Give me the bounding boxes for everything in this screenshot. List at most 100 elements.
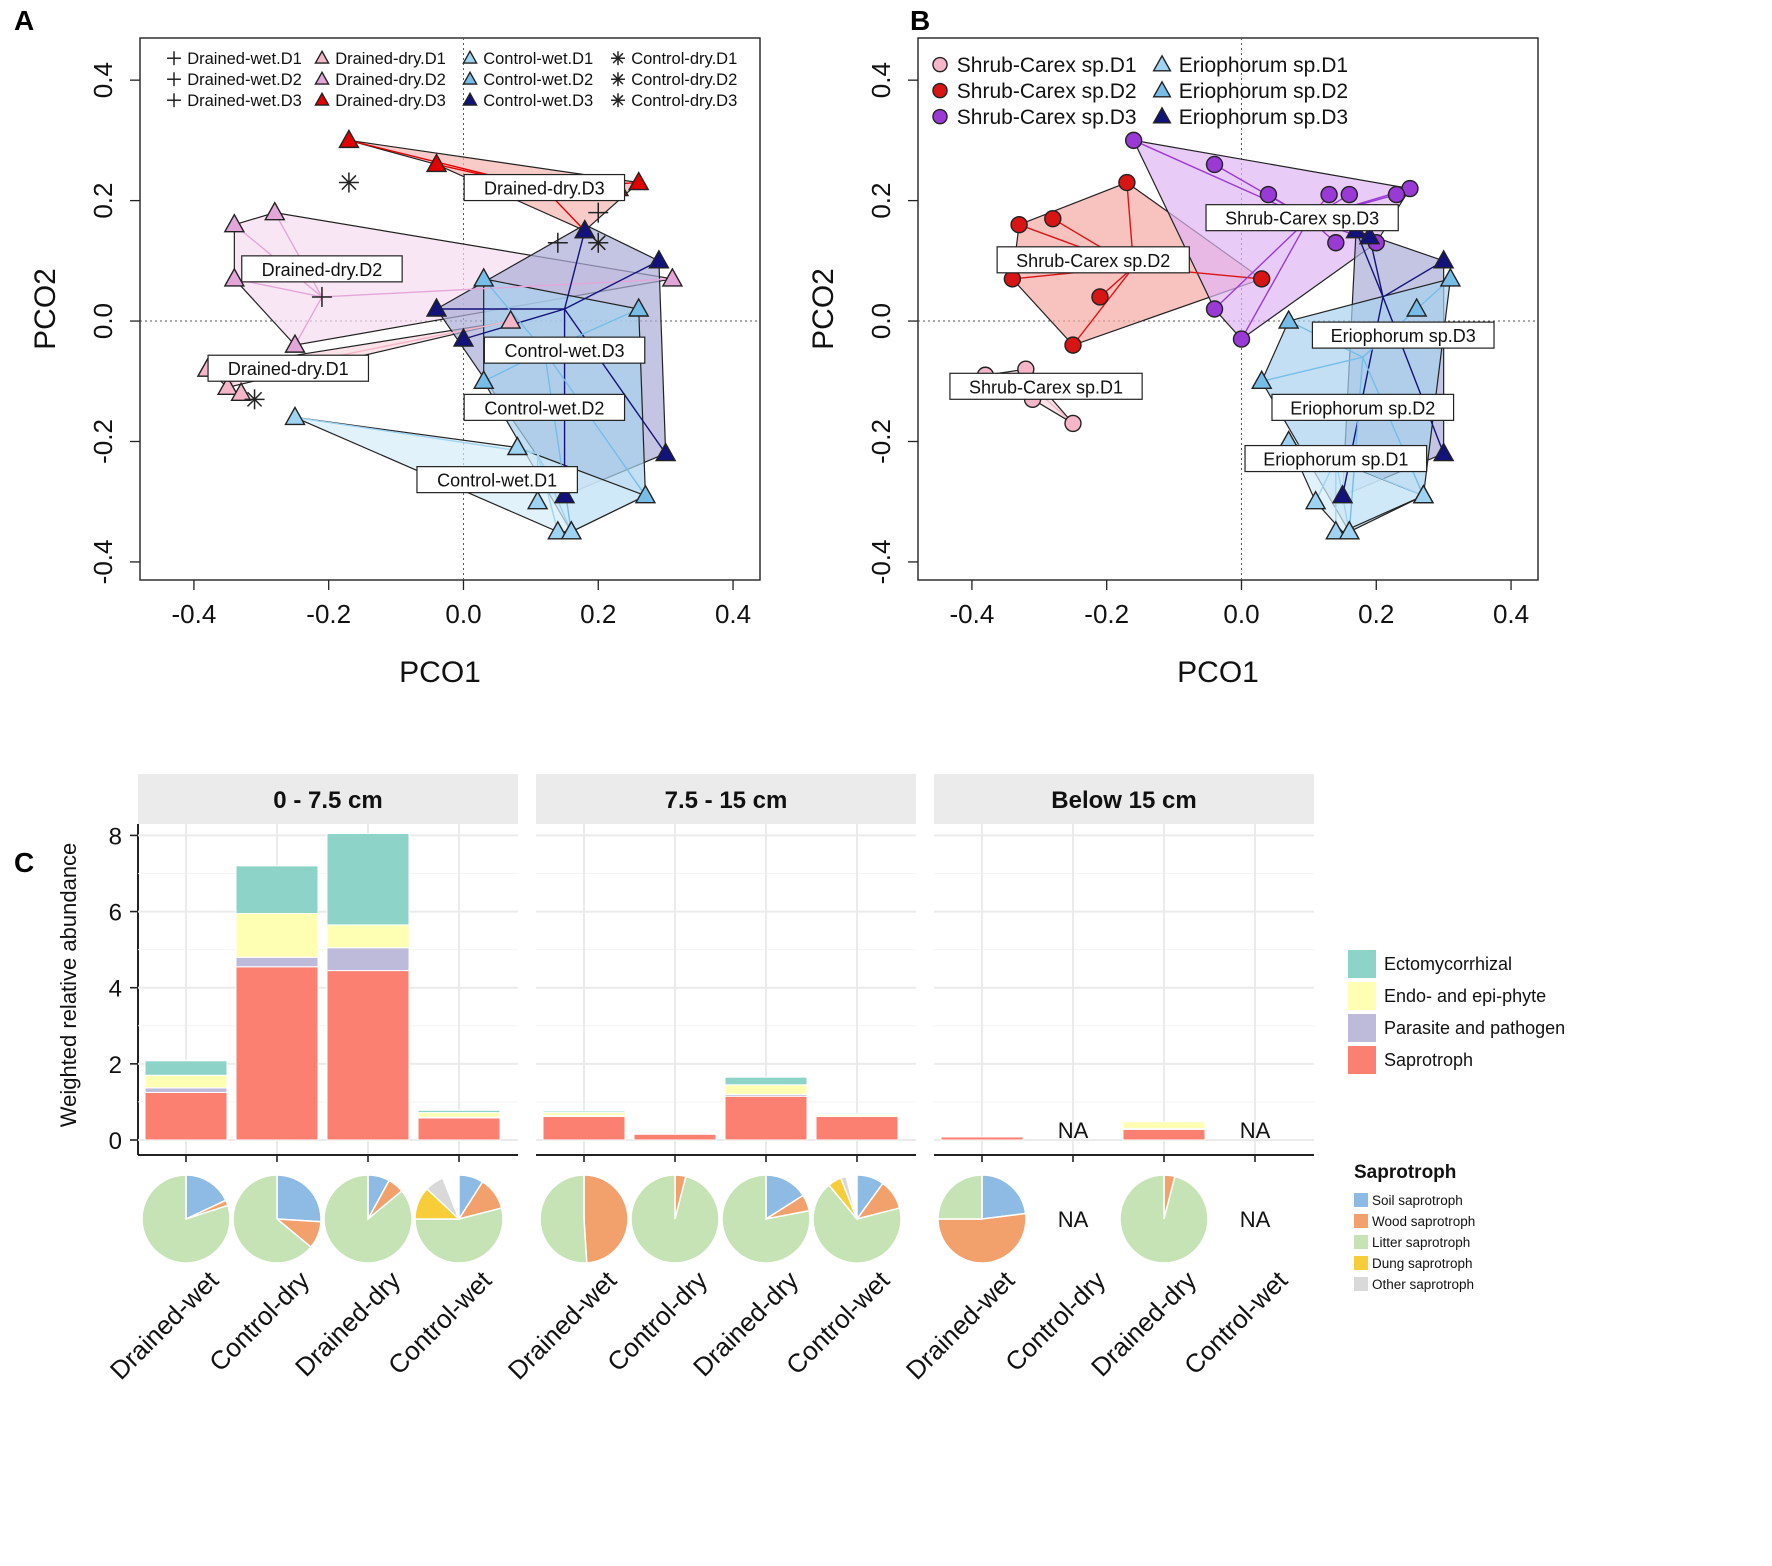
x-tick-label: Drained-wet (900, 1264, 1021, 1385)
spoke (543, 350, 647, 497)
y-tick-label: 0.2 (866, 183, 896, 219)
facet-title: 7.5 - 15 cm (665, 787, 788, 814)
data-point (1439, 267, 1462, 287)
y-tick-label: 0.0 (88, 303, 118, 339)
legend-label: Drained-dry.D3 (335, 92, 446, 110)
pie-legend-label: Litter saprotroph (1372, 1235, 1470, 1250)
y-tick-label: -0.2 (88, 419, 118, 464)
data-point-star (244, 389, 265, 410)
x-axis-label: PCO1 (399, 656, 481, 689)
bar-segment-saprotroph (144, 1091, 228, 1141)
y-tick-label: -0.4 (866, 540, 896, 585)
bar-segment-endo-and-epi-phyte (417, 1112, 501, 1118)
data-point-star-ray (341, 174, 357, 191)
legend-marker (314, 49, 330, 64)
bar-segment-saprotroph (1122, 1128, 1206, 1141)
panel-label-c: C (14, 847, 34, 878)
legend-swatch (1348, 982, 1376, 1010)
y-axis-label: PCO2 (29, 268, 62, 350)
legend-marker-ray (612, 73, 624, 85)
legend-marker (314, 70, 330, 85)
pie-legend-label: Soil saprotroph (1372, 1193, 1463, 1208)
data-point (1406, 297, 1428, 317)
data-point (1064, 336, 1082, 354)
group-label: Shrub-Carex sp.D1 (969, 377, 1123, 397)
group-label: Drained-dry.D3 (484, 179, 605, 199)
legend-label: Endo- and epi-phyte (1384, 986, 1546, 1006)
x-tick-label: 0.0 (445, 599, 481, 629)
bar-segment-endo-and-epi-phyte (326, 924, 410, 949)
legend-marker (932, 108, 948, 125)
data-point (1358, 225, 1381, 245)
data-point (1118, 173, 1136, 192)
data-point (223, 213, 246, 233)
legend-label: Drained-wet.D1 (187, 50, 302, 68)
bar-segment-saprotroph (326, 970, 410, 1141)
data-point (1091, 288, 1109, 306)
x-tick-label: 0.2 (1358, 599, 1394, 629)
group-label: Eriophorum sp.D3 (1331, 326, 1476, 346)
x-tick-label: 0.4 (1493, 599, 1529, 629)
group-label: Shrub-Carex sp.D2 (1016, 251, 1170, 271)
legend-label: Control-dry.D1 (631, 50, 737, 68)
y-tick-label: -0.4 (88, 540, 118, 585)
data-point (425, 297, 448, 317)
data-point (1387, 185, 1406, 204)
bar-segment-saprotroph (542, 1115, 626, 1141)
pie-slice-litter-saprotroph (1119, 1174, 1209, 1264)
legend-marker (1152, 80, 1172, 98)
group-label: Shrub-Carex sp.D3 (1225, 209, 1379, 229)
data-point (1010, 215, 1028, 234)
group-label: Control-wet.D2 (484, 398, 604, 418)
legend-label: Eriophorum sp.D2 (1179, 80, 1348, 103)
y-tick-label: 0.4 (866, 62, 896, 98)
legend-swatch (1348, 1046, 1376, 1074)
group-label-box (1271, 393, 1455, 421)
bar-segment-endo-and-epi-phyte (1122, 1121, 1206, 1130)
na-label-pie: NA (1240, 1207, 1271, 1232)
data-point (654, 442, 677, 462)
pie-legend-swatch (1354, 1193, 1368, 1207)
data-point-plus (311, 286, 332, 307)
group-label-box (1311, 321, 1495, 349)
legend-marker (611, 72, 625, 87)
y-tick-label: 2 (109, 1052, 122, 1079)
legend-marker (462, 49, 478, 64)
data-point (284, 405, 306, 426)
data-point (634, 484, 657, 504)
data-point-star (588, 232, 609, 253)
legend-label: Shrub-Carex sp.D1 (957, 54, 1137, 77)
y-tick-label: 8 (109, 823, 122, 850)
legend-label: Drained-wet.D3 (187, 92, 302, 110)
na-label: NA (1058, 1118, 1089, 1143)
legend-marker (462, 70, 478, 85)
legend-label: Drained-dry.D2 (335, 71, 446, 89)
spoke (294, 416, 538, 455)
bar-segment-ectomycorrhizal (235, 865, 319, 914)
legend-label: Drained-wet.D2 (187, 71, 302, 89)
data-point (648, 249, 670, 269)
data-point (628, 171, 650, 191)
legend-label: Shrub-Carex sp.D2 (957, 80, 1137, 103)
pie-slice-litter-saprotroph (812, 1184, 902, 1264)
legend-marker (167, 72, 181, 87)
x-tick-label: Drained-wet (104, 1264, 225, 1385)
spoke (1072, 266, 1135, 346)
data-point-plus (547, 232, 568, 253)
facet-strip (138, 774, 518, 824)
legend-marker (167, 51, 181, 66)
group-label: Eriophorum sp.D2 (1290, 398, 1435, 418)
legend-label: Drained-dry.D1 (335, 50, 446, 68)
pco-plot-b: -0.4 -0.2 0.0 0.2 0.4 -0.4 -0.2 0.0 0.2 0.4 PCO1 PC… (807, 37, 1539, 689)
group-label-box (463, 393, 626, 421)
group-label-box (416, 466, 578, 494)
data-point (1412, 484, 1435, 504)
data-point (230, 381, 252, 402)
data-point (628, 297, 650, 317)
y-tick-label: 6 (109, 900, 122, 927)
data-point (1044, 209, 1062, 228)
spoke (274, 212, 323, 298)
spoke (563, 308, 667, 454)
panel-label-a: A (14, 5, 34, 36)
data-point (1205, 155, 1224, 174)
